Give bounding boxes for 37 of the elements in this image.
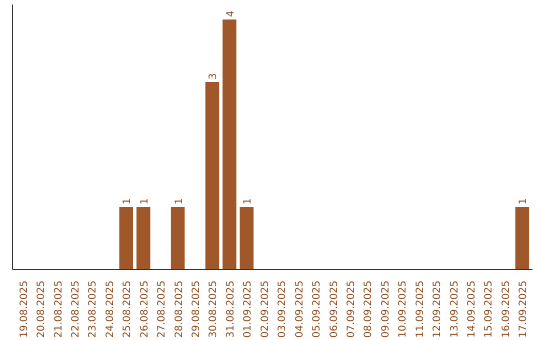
x-tick-label: 03.09.2025 [277, 280, 288, 338]
x-tick-label: 28.08.2025 [174, 280, 185, 338]
x-tick-label: 05.09.2025 [312, 280, 323, 338]
data-label: 1 [139, 198, 150, 204]
x-tick-label: 15.09.2025 [484, 280, 495, 338]
x-tick-label: 20.08.2025 [36, 280, 48, 338]
x-tick-label: 10.09.2025 [398, 280, 409, 338]
data-label: 1 [518, 198, 530, 204]
x-tick-label: 26.08.2025 [139, 280, 150, 338]
x-tick-label: 24.08.2025 [104, 280, 116, 338]
x-tick-label: 19.08.2025 [18, 280, 30, 338]
x-tick-label: 13.09.2025 [449, 280, 460, 338]
x-tick-label: 07.09.2025 [346, 280, 357, 338]
x-tick-label: 02.09.2025 [260, 280, 271, 338]
x-tick-label: 22.08.2025 [70, 280, 82, 338]
x-tick-label: 08.09.2025 [363, 280, 374, 338]
data-label: 4 [225, 10, 236, 17]
x-tick-label: 12.09.2025 [432, 280, 444, 338]
data-label: 3 [208, 73, 220, 80]
x-tick-label: 23.08.2025 [88, 280, 99, 338]
x-tick-label: 31.08.2025 [225, 280, 236, 338]
x-tick-label: 04.09.2025 [294, 280, 306, 338]
x-tick-label: 27.08.2025 [156, 280, 168, 338]
x-tick-label: 09.09.2025 [380, 280, 392, 338]
data-label: 1 [174, 198, 185, 204]
x-tick-label: 17.09.2025 [518, 280, 530, 338]
x-tick-label: 11.09.2025 [414, 280, 426, 338]
x-tick-label: 06.09.2025 [328, 280, 340, 338]
x-tick-label: 01.09.2025 [242, 280, 254, 338]
data-label: 1 [122, 198, 134, 204]
x-tick-label: 14.09.2025 [466, 280, 478, 338]
x-tick-label: 25.08.2025 [122, 280, 134, 338]
x-tick-label: 21.08.2025 [53, 280, 64, 338]
x-tick-label: 29.08.2025 [191, 280, 202, 338]
x-tick-label: 30.08.2025 [208, 280, 220, 338]
x-tick-label: 16.09.2025 [500, 280, 512, 338]
data-label: 1 [242, 198, 254, 204]
